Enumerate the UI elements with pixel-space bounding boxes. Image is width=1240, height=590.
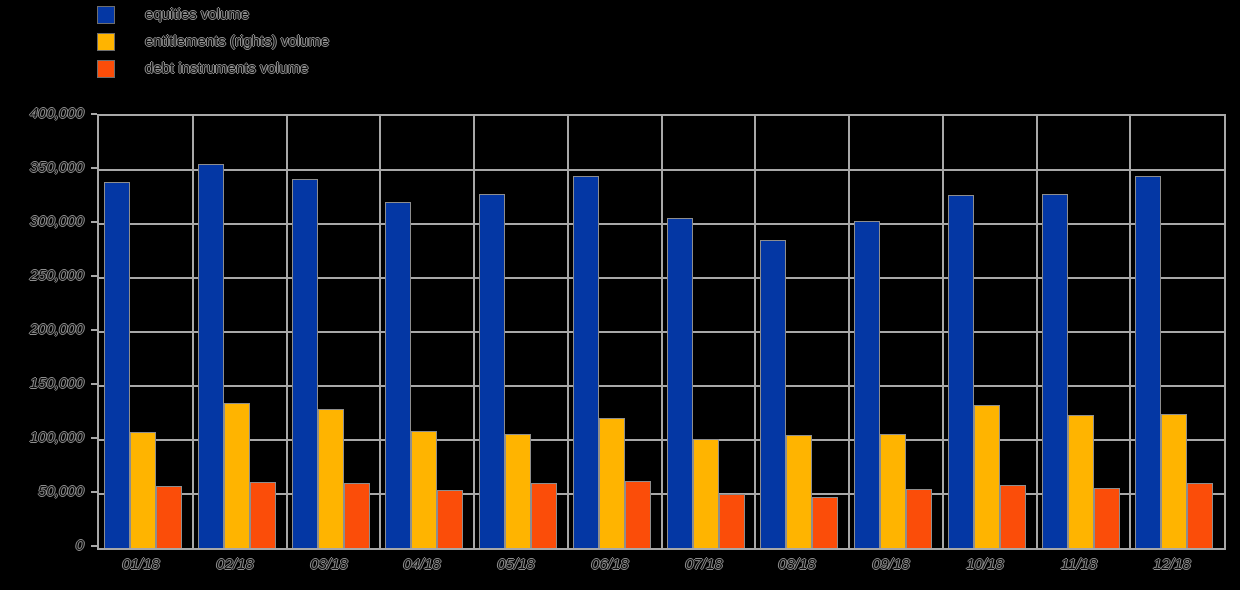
bar-equities-volume-12-18 (1135, 176, 1161, 548)
bar-debt-instruments-volume-12-18 (1187, 483, 1213, 548)
bar-equities-volume-05-18 (479, 194, 505, 548)
legend-label: debt instruments volume (145, 60, 309, 77)
bar-debt-instruments-volume-09-18 (906, 489, 932, 548)
bar-equities-volume-10-18 (948, 195, 974, 548)
bar-equities-volume-07-18 (667, 218, 693, 548)
x-axis-label: 03/18 (310, 556, 348, 573)
y-axis-label: 250,000 (29, 267, 84, 284)
y-axis-label: 150,000 (29, 375, 84, 392)
vertical-gridline (848, 116, 850, 548)
y-axis-label: 300,000 (29, 213, 84, 230)
bar-entitlements-rights-volume-11-18 (1068, 415, 1094, 548)
legend-swatch-icon (97, 6, 115, 24)
legend-label: entitlements (rights) volume (145, 33, 330, 50)
x-axis-label: 01/18 (122, 556, 160, 573)
vertical-gridline (473, 116, 475, 548)
bar-entitlements-rights-volume-12-18 (1161, 414, 1187, 548)
vertical-gridline (1129, 116, 1132, 548)
bar-equities-volume-01-18 (104, 182, 130, 548)
x-axis-label: 11/18 (1060, 556, 1098, 573)
y-axis-tick (91, 275, 97, 277)
y-axis-tick (91, 113, 97, 115)
bar-debt-instruments-volume-04-18 (437, 490, 463, 548)
bar-entitlements-rights-volume-07-18 (693, 439, 719, 548)
legend-swatch-icon (97, 33, 115, 51)
bar-entitlements-rights-volume-10-18 (974, 405, 1000, 548)
bar-entitlements-rights-volume-06-18 (599, 418, 625, 548)
y-axis-label: 400,000 (29, 105, 84, 122)
y-axis-tick (91, 329, 97, 331)
bar-debt-instruments-volume-03-18 (344, 483, 370, 548)
x-axis-label: 08/18 (778, 556, 816, 573)
bar-equities-volume-02-18 (198, 164, 224, 548)
bar-equities-volume-09-18 (854, 221, 880, 548)
bar-debt-instruments-volume-10-18 (1000, 485, 1026, 548)
bar-debt-instruments-volume-01-18 (156, 486, 182, 548)
x-axis-label: 09/18 (872, 556, 910, 573)
bar-debt-instruments-volume-05-18 (531, 483, 557, 548)
bar-entitlements-rights-volume-03-18 (318, 409, 344, 548)
y-axis-label: 100,000 (29, 429, 84, 446)
y-axis-tick (91, 221, 97, 223)
bar-entitlements-rights-volume-09-18 (880, 434, 906, 548)
bar-entitlements-rights-volume-04-18 (411, 431, 437, 548)
vertical-gridline (660, 116, 663, 548)
legend-item-debt-instruments-volume[interactable]: debt instruments volume (97, 60, 329, 78)
bar-equities-volume-04-18 (385, 202, 411, 548)
legend-item-equities-volume[interactable]: equities volume (97, 6, 329, 24)
bar-equities-volume-11-18 (1042, 194, 1068, 548)
legend-label: equities volume (145, 6, 250, 23)
y-axis-tick (91, 383, 97, 385)
vertical-gridline (285, 116, 288, 548)
vertical-gridline (941, 116, 944, 548)
x-axis-label: 04/18 (403, 556, 441, 573)
bar-equities-volume-08-18 (760, 240, 786, 548)
bar-equities-volume-03-18 (292, 179, 318, 548)
y-axis-label: 50,000 (38, 483, 84, 500)
vertical-gridline (379, 116, 382, 548)
y-axis-label: 350,000 (29, 159, 84, 176)
x-axis-label: 10/18 (966, 556, 1004, 573)
y-axis-tick (91, 545, 97, 547)
x-axis-label: 06/18 (591, 556, 629, 573)
bar-debt-instruments-volume-06-18 (625, 481, 651, 548)
vertical-gridline (754, 116, 757, 548)
y-axis-label: 0 (75, 537, 84, 554)
x-axis-label: 07/18 (685, 556, 723, 573)
vertical-gridline (566, 116, 569, 548)
bar-equities-volume-06-18 (573, 176, 599, 548)
x-axis-label: 12/18 (1153, 556, 1191, 573)
y-axis-tick (91, 491, 97, 493)
bar-debt-instruments-volume-11-18 (1094, 488, 1120, 548)
plot-area (97, 114, 1226, 550)
x-axis-label: 02/18 (216, 556, 254, 573)
vertical-gridline (191, 116, 194, 548)
bar-debt-instruments-volume-07-18 (719, 494, 745, 548)
y-axis-tick (91, 437, 97, 439)
chart-legend: equities volume entitlements (rights) vol… (97, 6, 329, 87)
legend-item-entitlements-rights-volume[interactable]: entitlements (rights) volume (97, 33, 329, 51)
bar-debt-instruments-volume-02-18 (250, 482, 276, 548)
bar-entitlements-rights-volume-01-18 (130, 432, 156, 548)
bar-entitlements-rights-volume-08-18 (786, 435, 812, 548)
y-axis-label: 200,000 (29, 321, 84, 338)
bar-debt-instruments-volume-08-18 (812, 497, 838, 548)
vertical-gridline (1035, 116, 1038, 548)
y-axis-tick (91, 167, 97, 169)
bar-entitlements-rights-volume-05-18 (505, 434, 531, 548)
x-axis-label: 05/18 (497, 556, 535, 573)
bar-entitlements-rights-volume-02-18 (224, 403, 250, 548)
legend-swatch-icon (97, 60, 115, 78)
